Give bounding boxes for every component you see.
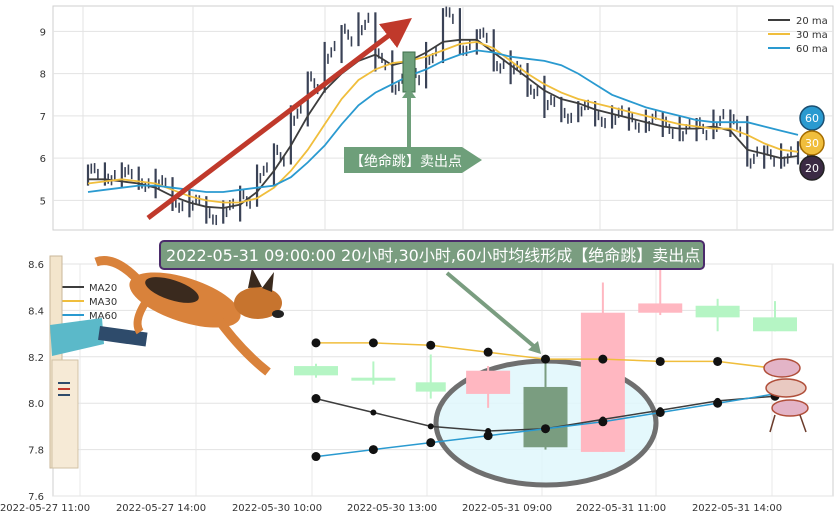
ma-point xyxy=(311,394,321,404)
bottom-y-tick-label: 8.0 xyxy=(28,399,44,410)
ma-point xyxy=(426,340,436,350)
top-y-tick-label: 8 xyxy=(40,70,46,81)
bottom-y-tick-label: 7.6 xyxy=(28,492,44,503)
top-y-tick-label: 6 xyxy=(40,154,46,165)
ma-point xyxy=(483,347,493,357)
bottom-candles xyxy=(294,268,797,452)
bottom-y-tick-label: 7.8 xyxy=(28,446,44,457)
top-legend: 20 ma 30 ma 60 ma xyxy=(768,16,828,55)
top-y-tick-label: 7 xyxy=(40,112,46,123)
ma-point xyxy=(426,438,436,448)
bottom-x-tick-label: 2022-05-27 14:00 xyxy=(116,503,206,514)
candle-body xyxy=(580,312,625,452)
bottom-y-ticks: 8.6 8.4 8.2 8.0 7.8 7.6 xyxy=(28,260,44,503)
badge-30 xyxy=(799,130,825,156)
sell-point-label-box: 【绝命跳】卖出点 xyxy=(344,147,482,173)
bottom-x-tick-label: 2022-05-31 11:00 xyxy=(576,503,666,514)
bottom-y-tick-label: 8.2 xyxy=(28,353,44,364)
signal-banner-text: 2022-05-31 09:00:00 20小时,30小时,60小时均线形成【绝… xyxy=(166,246,700,265)
signal-banner: 2022-05-31 09:00:00 20小时,30小时,60小时均线形成【绝… xyxy=(159,240,705,270)
ma-point xyxy=(368,338,378,348)
legend-ma30: MA30 xyxy=(89,297,117,308)
candle-body xyxy=(466,370,511,394)
ma-point xyxy=(655,407,665,417)
svg-text:30: 30 xyxy=(805,137,819,150)
banner-pointer-arrow xyxy=(445,271,538,350)
bottom-x-ticks: 2022-05-27 11:00 2022-05-27 14:00 2022-05-… xyxy=(0,503,782,514)
badge-60 xyxy=(799,105,825,131)
bottom-y-tick-label: 8.6 xyxy=(28,260,44,271)
legend-60ma: 60 ma xyxy=(796,44,828,55)
ma-point xyxy=(713,398,723,408)
legend-ma20: MA20 xyxy=(89,283,117,294)
candle-body xyxy=(294,366,338,376)
shrimp-illustration xyxy=(763,358,809,433)
badge-20 xyxy=(799,155,825,181)
top-y-ticks: 9 8 7 6 5 xyxy=(40,27,46,207)
top-series-line-20-ma xyxy=(88,38,799,209)
trend-arrow xyxy=(146,17,412,220)
ma-point xyxy=(427,423,434,430)
bottom-x-tick-label: 2022-05-27 11:00 xyxy=(0,503,90,514)
ma-point xyxy=(541,354,550,364)
ma-point xyxy=(598,417,608,427)
ma-point xyxy=(311,338,321,348)
ma-point xyxy=(655,356,665,366)
candle-body xyxy=(753,317,797,332)
ma-badges: 60 30 20 xyxy=(799,105,825,181)
top-panel: 9 8 7 6 5 【绝命跳】卖出点 20 ma 30 ma 60 ma 60 30 2… xyxy=(40,5,834,231)
diving-board-illustration xyxy=(49,255,148,469)
ma-point xyxy=(370,409,377,416)
ma-point xyxy=(368,445,378,455)
bottom-x-tick-label: 2022-05-30 10:00 xyxy=(232,503,322,514)
ma-point xyxy=(598,354,608,364)
top-series-line-60-ma xyxy=(87,49,799,193)
svg-text:60: 60 xyxy=(805,112,819,125)
top-y-tick-label: 5 xyxy=(40,196,46,207)
candle-body xyxy=(638,303,683,313)
ma-point xyxy=(541,424,550,434)
top-ma-lines xyxy=(87,38,799,209)
candle-body xyxy=(351,377,396,381)
bottom-x-tick-label: 2022-05-31 14:00 xyxy=(692,503,782,514)
bottom-panel: 8.68.48.28.07.87.6 2022-05-27 11:00 2022-… xyxy=(0,255,834,514)
top-y-tick-label: 9 xyxy=(40,27,46,38)
dog-illustration xyxy=(94,256,284,376)
legend-30ma: 30 ma xyxy=(796,30,828,41)
candle-body xyxy=(523,386,568,448)
sell-signal-marker xyxy=(402,51,416,150)
legend-ma60: MA60 xyxy=(89,311,117,322)
ma-point xyxy=(483,431,493,441)
ma-point xyxy=(713,356,723,366)
svg-text:20: 20 xyxy=(805,162,819,175)
bottom-y-tick-label: 8.4 xyxy=(28,306,44,317)
bottom-x-tick-label: 2022-05-31 09:00 xyxy=(462,503,552,514)
sell-point-label: 【绝命跳】卖出点 xyxy=(350,153,462,170)
ma-point xyxy=(311,452,321,462)
legend-20ma: 20 ma xyxy=(796,16,828,27)
bottom-x-tick-label: 2022-05-30 13:00 xyxy=(347,503,437,514)
top-series-line-30-ma xyxy=(87,40,799,204)
candle-body xyxy=(695,305,740,318)
candle-body xyxy=(415,382,446,392)
